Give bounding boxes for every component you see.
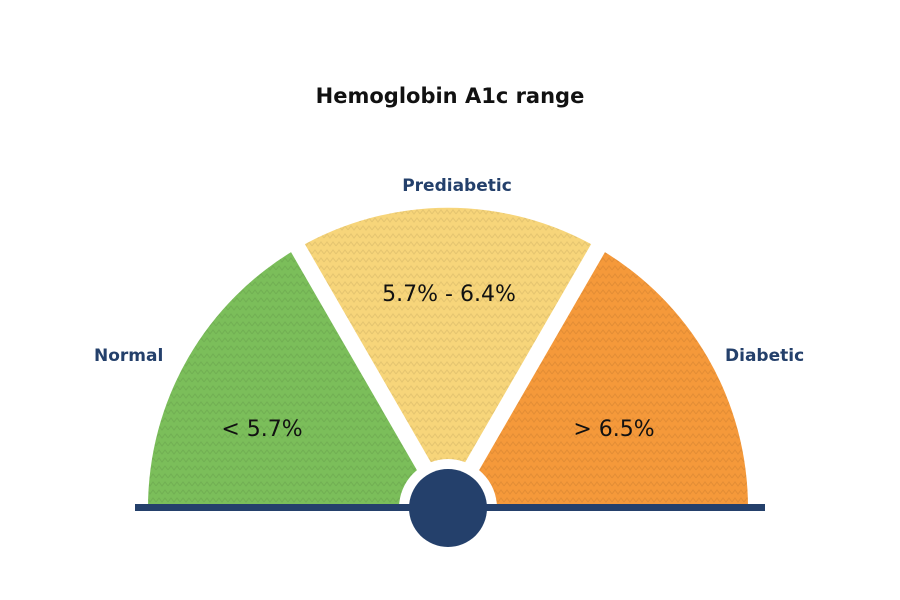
- baseline-bar: [135, 504, 765, 511]
- zone-label-prediabetic: Prediabetic: [402, 176, 512, 196]
- sector-separator: [441, 238, 608, 513]
- sector-separator: [288, 238, 455, 513]
- range-text-prediabetic: 5.7% - 6.4%: [382, 282, 516, 307]
- chart-title: Hemoglobin A1c range: [315, 84, 585, 108]
- range-text-diabetic: > 6.5%: [573, 417, 654, 442]
- zone-label-diabetic: Diabetic: [725, 346, 805, 366]
- range-text-normal: < 5.7%: [221, 417, 302, 442]
- zone-label-normal: Normal: [94, 346, 164, 366]
